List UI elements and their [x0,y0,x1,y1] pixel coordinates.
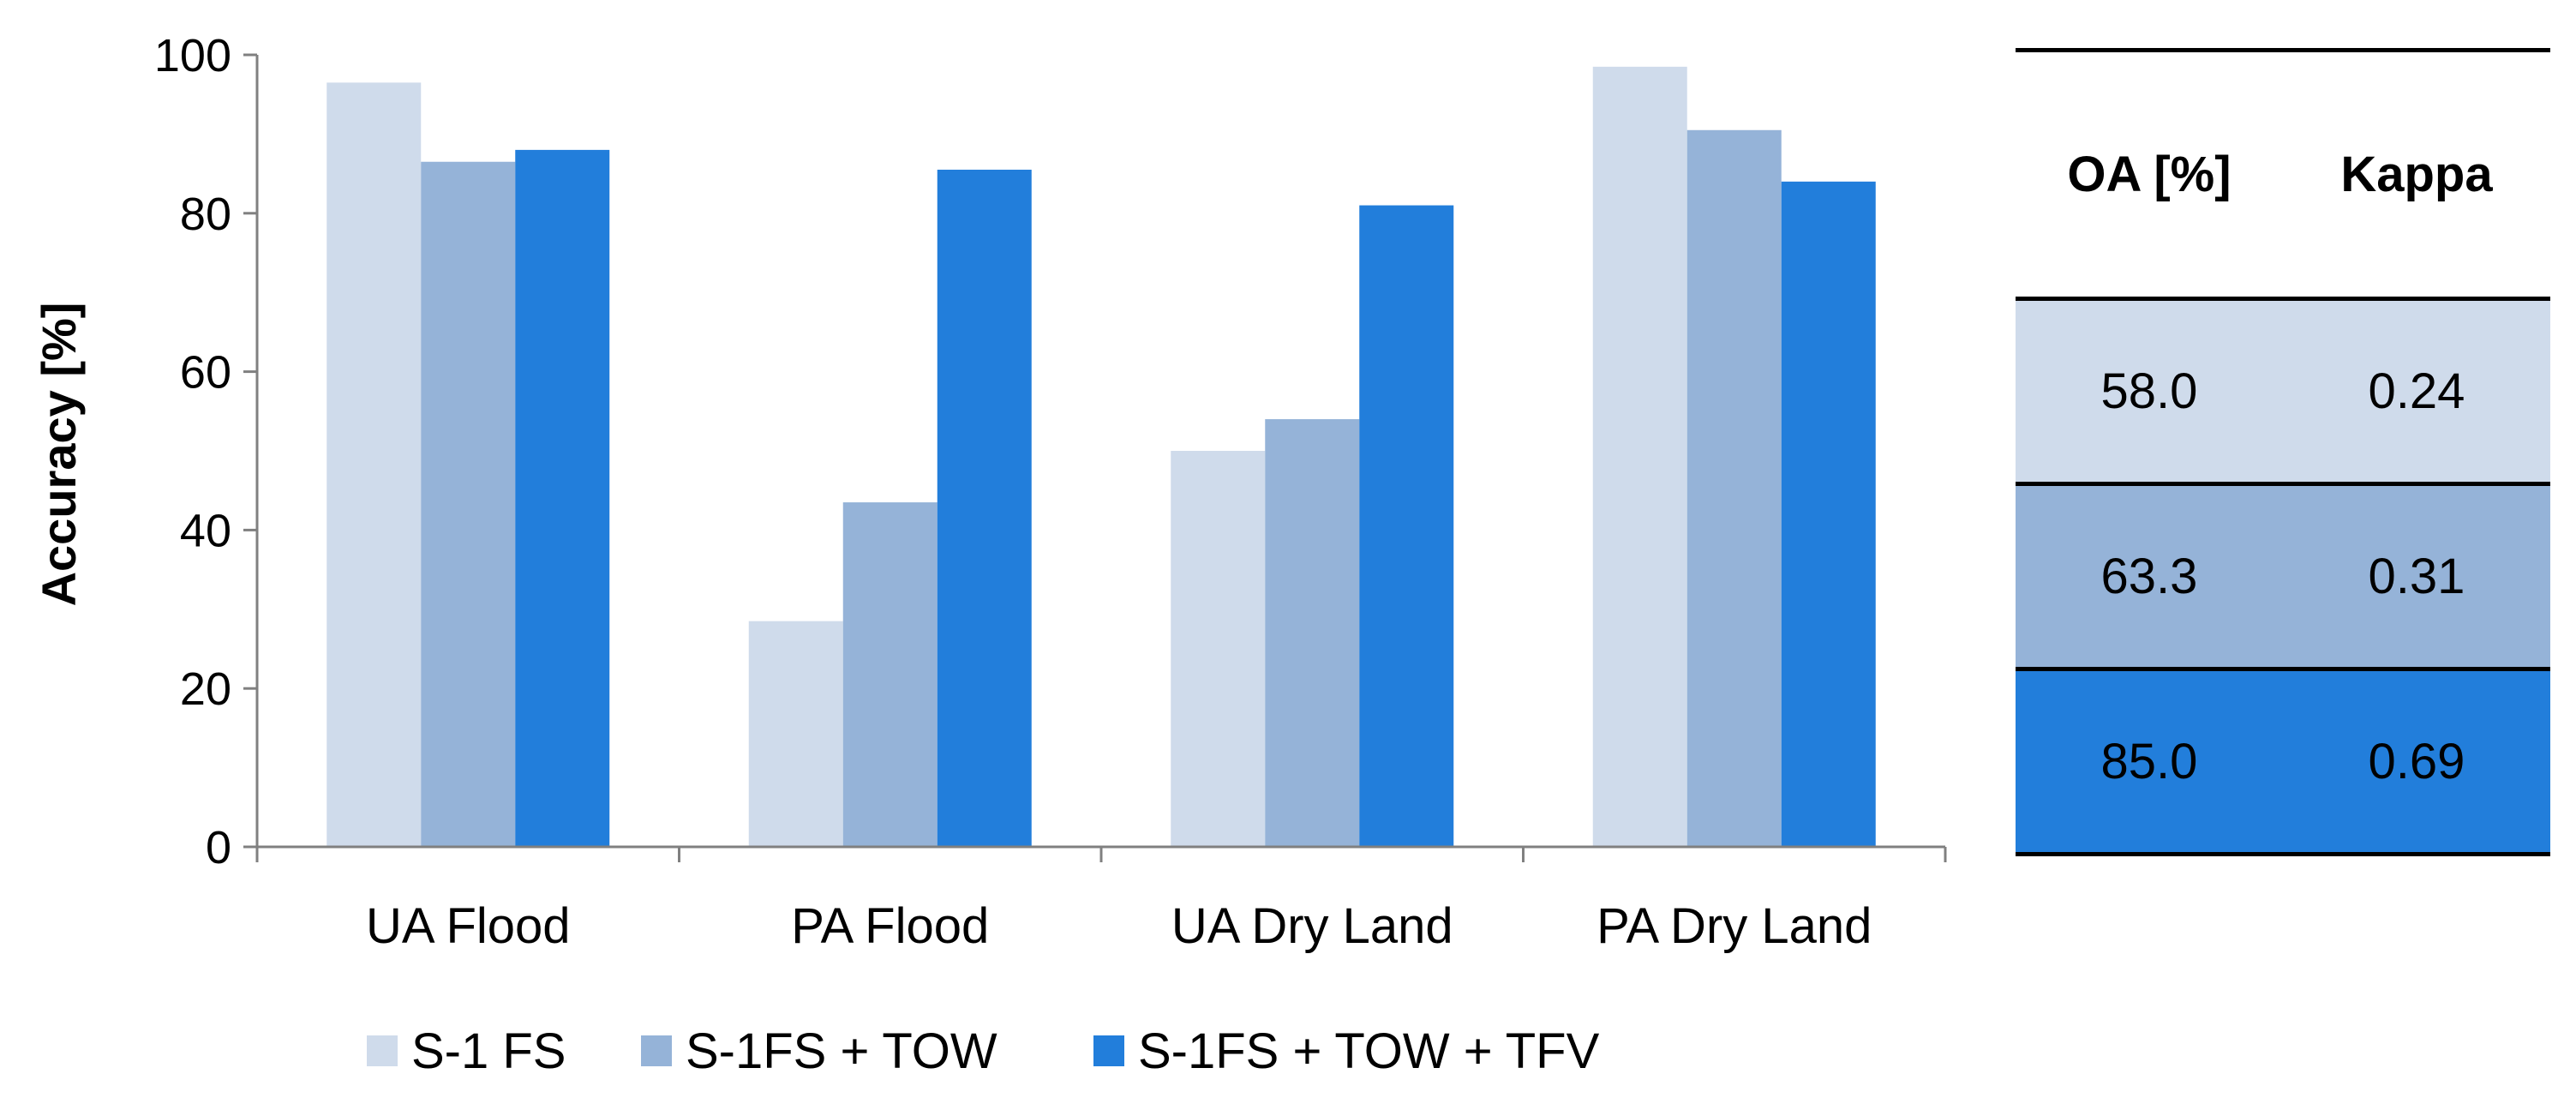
bar-s-1-fs-pa-dry-land [1592,66,1687,848]
table-row: 85.0 0.69 [2016,671,2550,852]
oa-value: 58.0 [2100,363,2198,419]
y-tick-label: 20 [180,663,231,715]
legend: S-1 FS S-1FS + TOW S-1FS + TOW + TFV [367,1023,1600,1079]
legend-swatch [1093,1035,1124,1066]
table-row: 58.0 0.24 [2016,301,2550,482]
x-category-label: PA Flood [791,898,989,954]
y-axis-title: Accuracy [%] [32,303,86,607]
table-row-rule [2016,667,2550,671]
kappa-value: 0.69 [2368,734,2465,789]
header-oa: OA [%] [2067,147,2232,202]
bars-layer [326,66,1876,848]
kappa-value: 0.24 [2368,363,2465,419]
bar-s-1fs-tow-tfv-ua-flood [515,149,610,847]
legend-label: S-1FS + TOW [686,1023,997,1079]
bar-s-1fs-tow-tfv-pa-dry-land [1781,181,1876,848]
legend-label: S-1 FS [411,1023,566,1079]
table-header-row: OA [%] Kappa [2016,52,2550,297]
bar-s-1fs-tow-pa-flood [842,502,938,847]
axes-layer [243,53,1947,862]
bar-s-1fs-tow-tfv-ua-dry-land [1359,205,1454,847]
y-tick-label: 80 [180,189,231,240]
bar-s-1-fs-pa-flood [748,621,843,847]
bar-s-1fs-tow-ua-flood [421,161,516,848]
legend-label: S-1FS + TOW + TFV [1138,1023,1600,1079]
y-tick-label: 40 [180,505,231,556]
table-row-rule [2016,482,2550,486]
table-row: 63.3 0.31 [2016,486,2550,667]
header-kappa: Kappa [2340,147,2493,202]
x-category-label: PA Dry Land [1597,898,1872,954]
x-category-label: UA Dry Land [1171,898,1453,954]
accuracy-summary-table: OA [%] Kappa 58.0 0.24 63.3 0.31 85.0 0.… [2016,48,2550,856]
table-header-rule [2016,297,2550,301]
table-bottom-rule [2016,852,2550,856]
table-top-rule [2016,48,2550,52]
y-tick-label: 100 [154,30,231,81]
bar-chart: Accuracy [%] 0 20 40 60 80 100 UA Flood PA Floo… [32,30,1947,1079]
legend-swatch [641,1035,672,1066]
kappa-value: 0.31 [2368,549,2465,604]
y-tick-label: 60 [180,347,231,399]
bar-s-1fs-tow-ua-dry-land [1265,419,1360,847]
bar-s-1-fs-ua-flood [326,82,422,848]
y-tick-label: 0 [206,822,231,873]
legend-swatch [367,1035,398,1066]
oa-value: 85.0 [2100,734,2198,789]
bar-s-1fs-tow-pa-dry-land [1686,129,1782,847]
bar-s-1fs-tow-tfv-pa-flood [937,169,1032,848]
bar-s-1-fs-ua-dry-land [1171,451,1266,847]
labels-layer: 0 20 40 60 80 100 UA Flood PA Flood UA Dry Land P… [154,30,1872,954]
oa-value: 63.3 [2100,549,2198,604]
x-category-label: UA Flood [366,898,571,954]
